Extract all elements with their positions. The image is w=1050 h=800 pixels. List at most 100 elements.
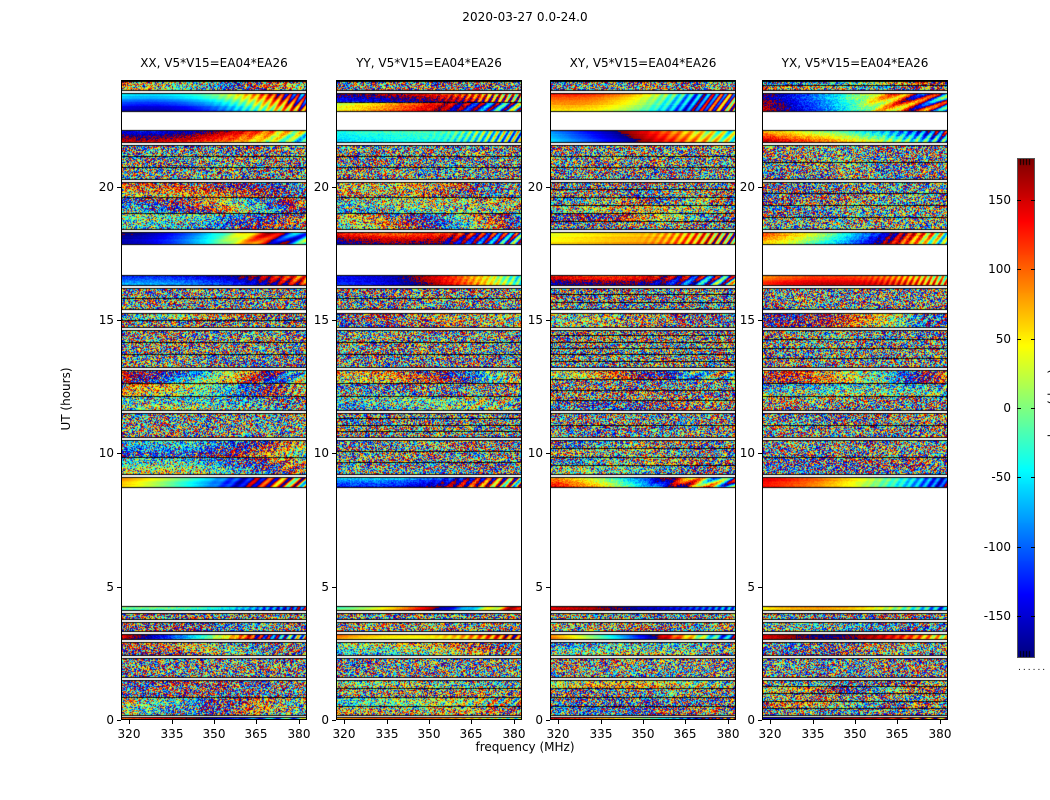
y-tick-mark [117, 320, 121, 321]
panel-title-xx: XX, V5*V15=EA04*EA26 [140, 56, 288, 70]
y-tick-label: 10 [313, 446, 329, 460]
y-tick-mark [332, 453, 336, 454]
colorbar-tick-mark [1031, 547, 1035, 548]
y-tick-label: 0 [106, 713, 114, 727]
y-tick-label: 10 [98, 446, 114, 460]
panel-title-xy: XY, V5*V15=EA04*EA26 [569, 56, 717, 70]
colorbar-tick-label: 150 [988, 193, 1011, 207]
spectrum-panel-xy [550, 80, 736, 720]
colorbar-tick-mark [1031, 408, 1035, 409]
colorbar-tick-label: 0 [1003, 401, 1011, 415]
x-tick-label: 335 [801, 727, 825, 741]
y-tick-label: 10 [739, 446, 755, 460]
y-tick-mark [758, 453, 762, 454]
y-tick-mark [758, 320, 762, 321]
y-tick-mark [758, 587, 762, 588]
y-tick-label: 20 [527, 180, 543, 194]
colorbar-tick-mark [1031, 269, 1035, 270]
colorbar-label: phase (deg.) [1046, 369, 1050, 445]
y-tick-mark [117, 720, 121, 721]
spectrum-image-xy [551, 81, 735, 719]
x-tick-label: 335 [160, 727, 184, 741]
y-tick-label: 5 [747, 580, 755, 594]
y-tick-label: 15 [739, 313, 755, 327]
colorbar-tick-mark [1031, 616, 1035, 617]
x-tick-mark [643, 720, 644, 724]
y-tick-label: 15 [98, 313, 114, 327]
y-tick-mark [546, 453, 550, 454]
x-tick-mark [855, 720, 856, 724]
y-tick-label: 15 [527, 313, 543, 327]
x-tick-mark [429, 720, 430, 724]
y-tick-mark [117, 587, 121, 588]
colorbar-tick-mark [1017, 339, 1021, 340]
x-tick-label: 380 [287, 727, 311, 741]
x-tick-mark [514, 720, 515, 724]
spectrum-panel-xx [121, 80, 307, 720]
x-axis-label: frequency (MHz) [475, 740, 575, 754]
y-tick-mark [758, 187, 762, 188]
x-tick-label: 365 [885, 727, 909, 741]
y-tick-mark [332, 187, 336, 188]
colorbar-tick-mark [1017, 616, 1021, 617]
y-tick-mark [332, 587, 336, 588]
panel-title-yx: YX, V5*V15=EA04*EA26 [781, 56, 929, 70]
y-tick-label: 20 [313, 180, 329, 194]
y-tick-label: 5 [106, 580, 114, 594]
colorbar-tick-mark [1017, 477, 1021, 478]
x-tick-label: 380 [716, 727, 740, 741]
y-tick-mark [546, 720, 550, 721]
x-tick-label: 320 [546, 727, 570, 741]
colorbar-tick-mark [1017, 200, 1021, 201]
x-tick-label: 320 [332, 727, 356, 741]
x-tick-mark [940, 720, 941, 724]
x-tick-mark [685, 720, 686, 724]
y-tick-label: 0 [321, 713, 329, 727]
x-tick-label: 365 [673, 727, 697, 741]
x-tick-mark [214, 720, 215, 724]
x-tick-mark [813, 720, 814, 724]
colorbar-tick-mark [1017, 408, 1021, 409]
x-tick-mark [601, 720, 602, 724]
colorbar-tick-label: -150 [983, 609, 1011, 623]
x-tick-mark [387, 720, 388, 724]
spectrum-image-xx [122, 81, 306, 719]
x-tick-label: 350 [631, 727, 655, 741]
x-tick-mark [344, 720, 345, 724]
y-tick-mark [546, 587, 550, 588]
x-tick-label: 320 [758, 727, 782, 741]
panel-title-yy: YY, V5*V15=EA04*EA26 [356, 56, 502, 70]
y-tick-label: 0 [747, 713, 755, 727]
y-axis-label: UT (hours) [59, 367, 73, 431]
y-tick-mark [332, 320, 336, 321]
spectrum-panel-yy [336, 80, 522, 720]
colorbar-tick-mark [1017, 269, 1021, 270]
y-tick-label: 10 [527, 446, 543, 460]
colorbar-tick-label: -100 [983, 540, 1011, 554]
colorbar-tick-label: 50 [995, 332, 1011, 346]
spectrum-image-yy [337, 81, 521, 719]
x-tick-mark [471, 720, 472, 724]
y-tick-mark [546, 187, 550, 188]
x-tick-label: 380 [928, 727, 952, 741]
x-tick-label: 350 [843, 727, 867, 741]
spectrum-image-yx [763, 81, 947, 719]
y-tick-label: 5 [321, 580, 329, 594]
y-tick-label: 20 [98, 180, 114, 194]
x-tick-label: 335 [375, 727, 399, 741]
figure-suptitle: 2020-03-27 0.0-24.0 [462, 10, 588, 24]
x-tick-mark [299, 720, 300, 724]
x-tick-label: 380 [502, 727, 526, 741]
x-tick-mark [728, 720, 729, 724]
y-tick-label: 5 [535, 580, 543, 594]
y-tick-mark [117, 187, 121, 188]
colorbar-tick-mark [1031, 339, 1035, 340]
y-tick-mark [332, 720, 336, 721]
colorbar-canvas [1018, 159, 1034, 657]
x-tick-label: 350 [417, 727, 441, 741]
x-tick-mark [770, 720, 771, 724]
spectrum-panel-yx [762, 80, 948, 720]
y-tick-mark [117, 453, 121, 454]
y-tick-label: 0 [535, 713, 543, 727]
